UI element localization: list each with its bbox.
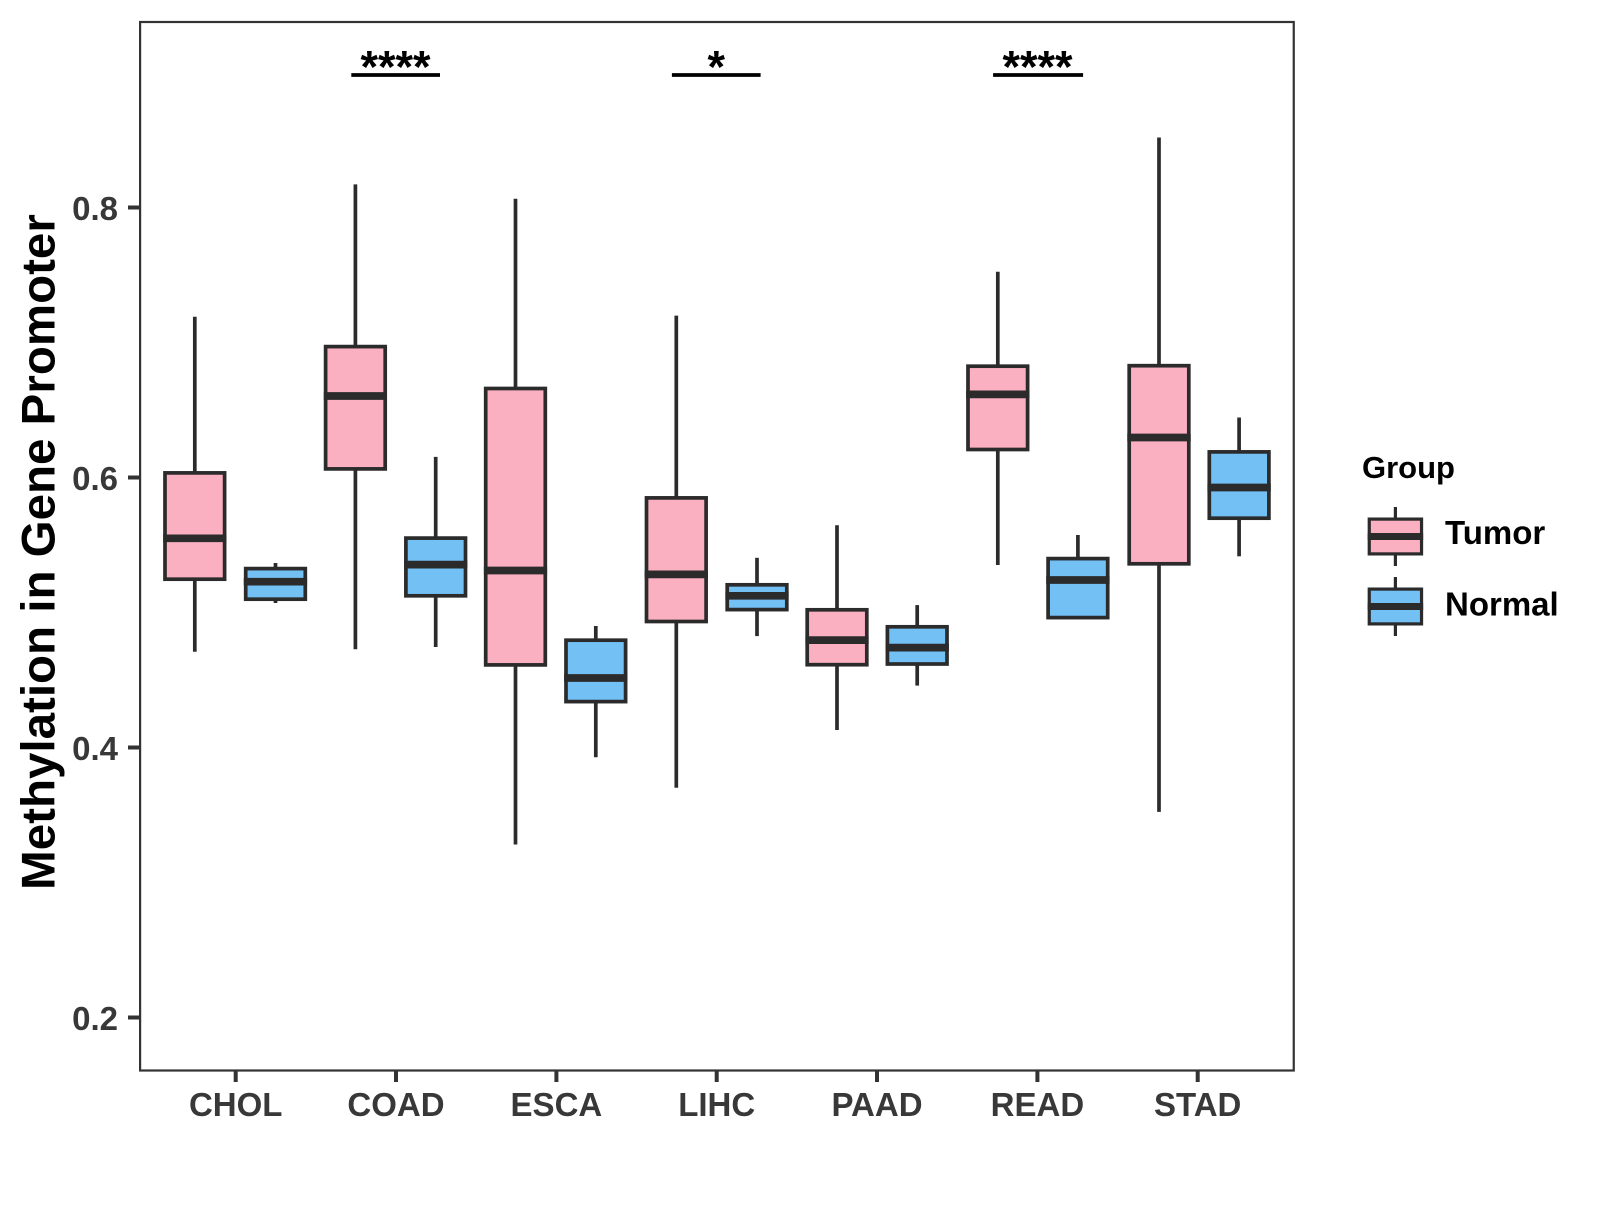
svg-text:PAAD: PAAD — [831, 1086, 922, 1123]
svg-text:0.2: 0.2 — [72, 1000, 118, 1037]
svg-text:COAD: COAD — [347, 1086, 444, 1123]
svg-text:0.6: 0.6 — [72, 460, 118, 497]
svg-text:****: **** — [1002, 42, 1073, 93]
svg-text:ESCA: ESCA — [511, 1086, 603, 1123]
svg-text:0.4: 0.4 — [72, 730, 119, 767]
svg-text:0.8: 0.8 — [72, 190, 118, 227]
svg-text:****: **** — [360, 42, 431, 93]
svg-text:Group: Group — [1362, 450, 1455, 485]
svg-text:*: * — [708, 42, 726, 93]
svg-text:READ: READ — [991, 1086, 1085, 1123]
svg-text:Tumor: Tumor — [1445, 514, 1545, 551]
svg-text:Normal: Normal — [1445, 586, 1559, 623]
svg-text:STAD: STAD — [1154, 1086, 1241, 1123]
svg-text:CHOL: CHOL — [189, 1086, 283, 1123]
svg-text:LIHC: LIHC — [678, 1086, 755, 1123]
svg-text:Methylation in Gene Promoter: Methylation in Gene Promoter — [13, 214, 66, 890]
